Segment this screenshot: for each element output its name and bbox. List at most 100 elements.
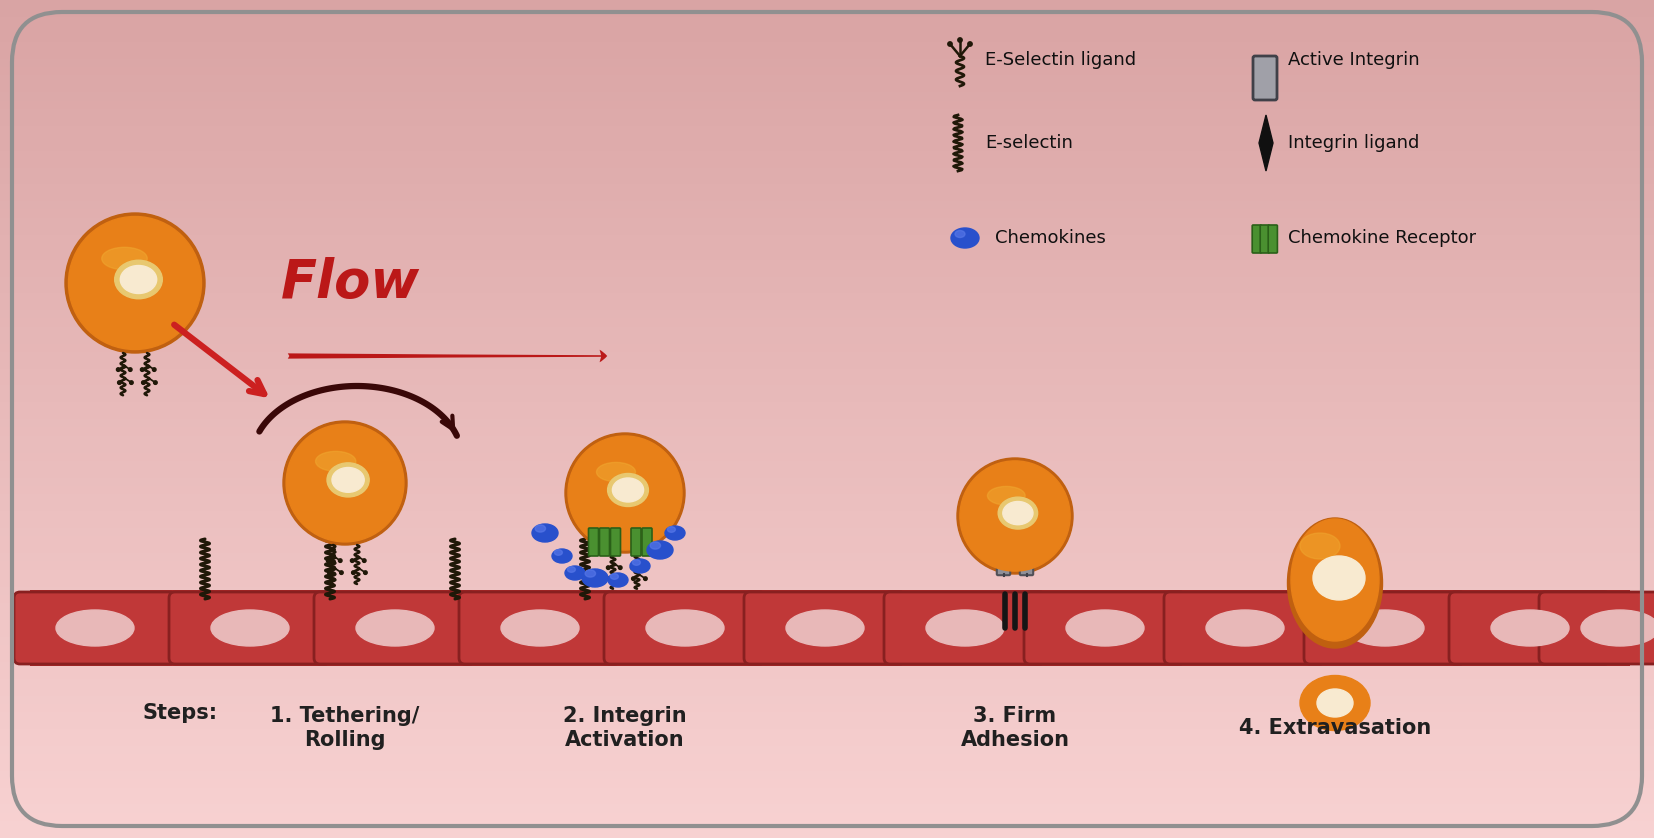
Circle shape — [117, 380, 121, 385]
Bar — [0, 813, 1654, 821]
Ellipse shape — [650, 542, 660, 549]
Text: Integrin ligand: Integrin ligand — [1288, 134, 1419, 152]
Bar — [0, 235, 1654, 243]
Bar — [0, 419, 1654, 427]
Bar — [0, 595, 1654, 603]
Bar — [0, 352, 1654, 360]
Bar — [0, 25, 1654, 34]
Ellipse shape — [586, 570, 595, 577]
Bar — [0, 402, 1654, 411]
Ellipse shape — [533, 524, 557, 542]
Bar — [0, 285, 1654, 293]
Bar — [0, 243, 1654, 251]
Ellipse shape — [1287, 518, 1383, 648]
Bar — [0, 771, 1654, 779]
Text: E-Selectin ligand: E-Selectin ligand — [986, 51, 1136, 69]
Bar — [0, 344, 1654, 352]
Bar — [0, 796, 1654, 804]
FancyBboxPatch shape — [1260, 225, 1269, 253]
Circle shape — [620, 577, 624, 581]
Bar — [0, 411, 1654, 419]
Bar — [0, 302, 1654, 310]
Ellipse shape — [1292, 519, 1379, 641]
Text: E-selectin: E-selectin — [986, 134, 1073, 152]
Ellipse shape — [316, 452, 356, 471]
Bar — [0, 696, 1654, 704]
Bar — [0, 469, 1654, 478]
Ellipse shape — [1313, 556, 1365, 600]
Bar — [0, 821, 1654, 830]
Bar — [0, 193, 1654, 201]
FancyBboxPatch shape — [744, 592, 906, 664]
Bar — [0, 59, 1654, 67]
FancyBboxPatch shape — [604, 592, 766, 664]
Circle shape — [339, 571, 342, 574]
Ellipse shape — [612, 478, 643, 502]
Bar — [0, 101, 1654, 109]
Circle shape — [619, 566, 622, 570]
Bar — [0, 277, 1654, 285]
Ellipse shape — [1002, 501, 1034, 525]
Bar — [0, 159, 1654, 168]
Bar — [0, 293, 1654, 302]
Bar — [0, 34, 1654, 42]
FancyBboxPatch shape — [1021, 535, 1034, 575]
Ellipse shape — [1581, 610, 1654, 646]
Bar — [0, 486, 1654, 494]
Ellipse shape — [554, 550, 562, 556]
Ellipse shape — [668, 527, 675, 532]
Bar — [0, 545, 1654, 553]
Text: Flow: Flow — [281, 257, 420, 309]
Text: Active Integrin: Active Integrin — [1288, 51, 1419, 69]
FancyBboxPatch shape — [642, 528, 652, 556]
Bar — [0, 327, 1654, 335]
Bar — [0, 444, 1654, 453]
Bar — [0, 142, 1654, 151]
Bar — [0, 109, 1654, 117]
Bar — [0, 134, 1654, 142]
Bar — [0, 578, 1654, 587]
Bar — [0, 804, 1654, 813]
Bar — [0, 92, 1654, 101]
Bar — [0, 511, 1654, 520]
Bar — [0, 679, 1654, 687]
Bar — [0, 737, 1654, 746]
Circle shape — [141, 368, 144, 371]
Bar — [0, 335, 1654, 344]
Bar — [0, 310, 1654, 318]
Text: Chemokine Receptor: Chemokine Receptor — [1288, 229, 1475, 247]
Ellipse shape — [926, 610, 1004, 646]
Bar — [0, 654, 1654, 662]
Bar — [0, 218, 1654, 226]
Circle shape — [632, 577, 635, 581]
Text: 3. Firm
Adhesion: 3. Firm Adhesion — [961, 706, 1070, 750]
Circle shape — [154, 380, 157, 385]
FancyBboxPatch shape — [883, 592, 1045, 664]
Bar — [0, 628, 1654, 637]
Bar — [0, 117, 1654, 126]
FancyBboxPatch shape — [589, 528, 599, 556]
Ellipse shape — [582, 569, 609, 587]
Circle shape — [958, 458, 1073, 574]
Ellipse shape — [786, 610, 863, 646]
Bar — [0, 201, 1654, 210]
Bar — [0, 712, 1654, 721]
Bar — [0, 42, 1654, 50]
FancyBboxPatch shape — [997, 535, 1011, 575]
Ellipse shape — [1065, 610, 1145, 646]
Circle shape — [607, 577, 612, 581]
Bar — [0, 268, 1654, 277]
FancyBboxPatch shape — [13, 592, 175, 664]
Ellipse shape — [609, 573, 629, 587]
Bar — [0, 587, 1654, 595]
Bar — [0, 461, 1654, 469]
Circle shape — [129, 380, 134, 385]
Ellipse shape — [610, 574, 619, 579]
Circle shape — [152, 368, 155, 371]
Bar — [0, 176, 1654, 184]
Ellipse shape — [327, 463, 369, 497]
Ellipse shape — [954, 230, 964, 237]
Circle shape — [567, 436, 681, 550]
Ellipse shape — [114, 261, 162, 299]
Bar — [0, 763, 1654, 771]
